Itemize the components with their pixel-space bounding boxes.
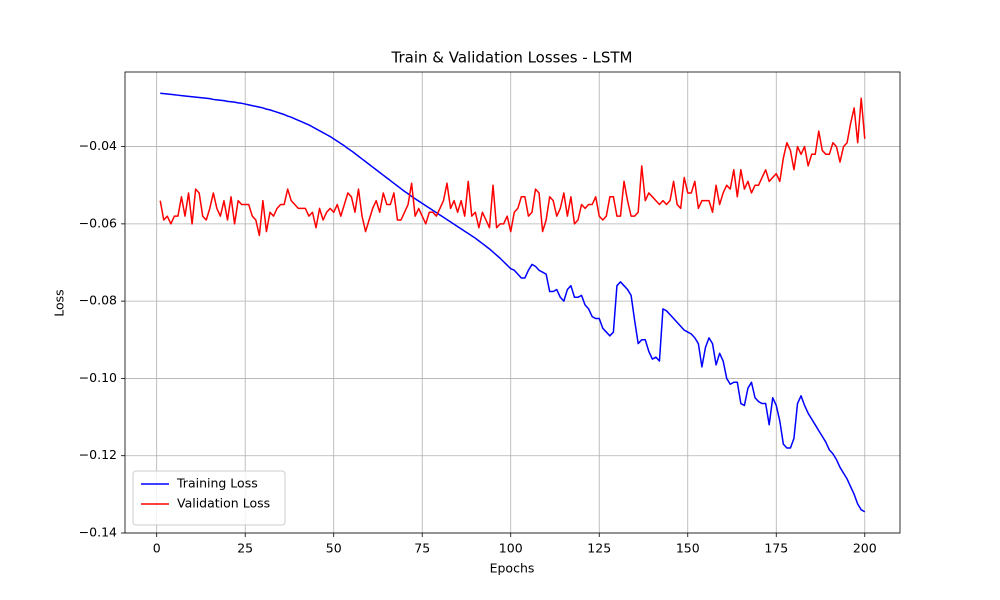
plot-frame	[124, 71, 901, 534]
x-tick-label: 25	[237, 541, 253, 556]
y-tick-label: −0.12	[79, 447, 117, 462]
legend: Training Loss Validation Loss	[132, 470, 286, 526]
y-tick-label: −0.10	[79, 370, 117, 385]
legend-label: Training Loss	[176, 476, 258, 491]
legend-label: Validation Loss	[177, 496, 270, 511]
chart-title: Train & Validation Losses - LSTM	[391, 49, 633, 67]
y-tick-label: −0.14	[79, 525, 117, 540]
data-line	[160, 92, 866, 513]
x-tick-label: 150	[676, 541, 700, 556]
y-axis-label: Loss	[52, 289, 67, 316]
x-tick-label: 0	[153, 541, 161, 556]
y-tick-label: −0.04	[79, 138, 117, 153]
data-line	[159, 97, 866, 237]
x-axis-label: Epochs	[490, 561, 535, 576]
x-tick-label: 175	[764, 541, 788, 556]
y-tick-label: −0.08	[79, 293, 117, 308]
y-tick-label: −0.06	[79, 215, 117, 230]
x-tick-label: 100	[499, 541, 523, 556]
x-tick-label: 50	[326, 541, 342, 556]
x-tick-label: 200	[853, 541, 877, 556]
legend-box	[132, 470, 286, 526]
x-tick-label: 125	[587, 541, 611, 556]
x-tick-label: 75	[414, 541, 430, 556]
